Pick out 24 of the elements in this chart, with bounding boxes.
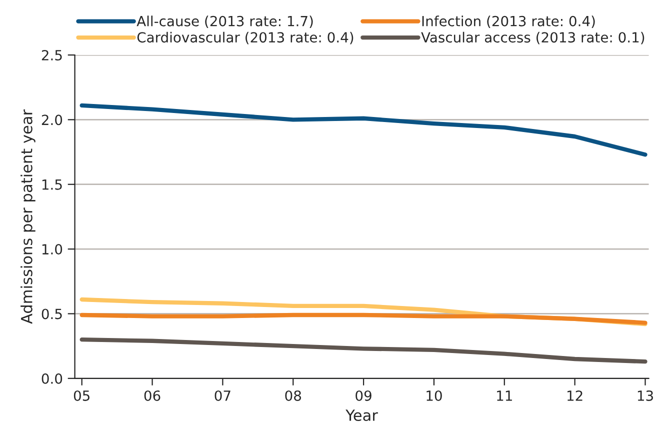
y-tick-label: 1.0 bbox=[42, 244, 62, 255]
x-tick-label: 12 bbox=[568, 390, 582, 401]
y-tick-label: 1.5 bbox=[42, 180, 62, 190]
y-tick-label: 0.0 bbox=[42, 373, 62, 384]
x-tick-label: 13 bbox=[638, 390, 653, 401]
y-tick-label: 2.5 bbox=[42, 50, 62, 60]
y-axis-title: Admissions per patient year bbox=[20, 109, 36, 324]
y-tick-label: 2.0 bbox=[42, 114, 62, 126]
legend-label: All-cause (2013 rate: 1.7) bbox=[136, 16, 313, 28]
line-series bbox=[80, 312, 648, 325]
x-tick-label: 10 bbox=[426, 390, 442, 401]
x-tick-label: 08 bbox=[285, 390, 302, 401]
x-tick-label: 11 bbox=[497, 390, 512, 401]
line-series bbox=[80, 103, 648, 157]
y-tick-label: 0.5 bbox=[42, 308, 62, 320]
line-series bbox=[80, 338, 648, 364]
legend-label: Vascular access (2013 rate: 0.1) bbox=[421, 32, 644, 44]
legend-label: Infection (2013 rate: 0.4) bbox=[422, 16, 595, 28]
x-tick-label: 09 bbox=[356, 390, 372, 401]
x-tick-label: 07 bbox=[214, 390, 230, 401]
x-tick-label: 06 bbox=[144, 390, 160, 401]
x-tick-label: 05 bbox=[74, 390, 90, 401]
x-axis-title: Year bbox=[346, 410, 378, 422]
legend-label: Cardiovascular (2013 rate: 0.4) bbox=[137, 32, 354, 44]
